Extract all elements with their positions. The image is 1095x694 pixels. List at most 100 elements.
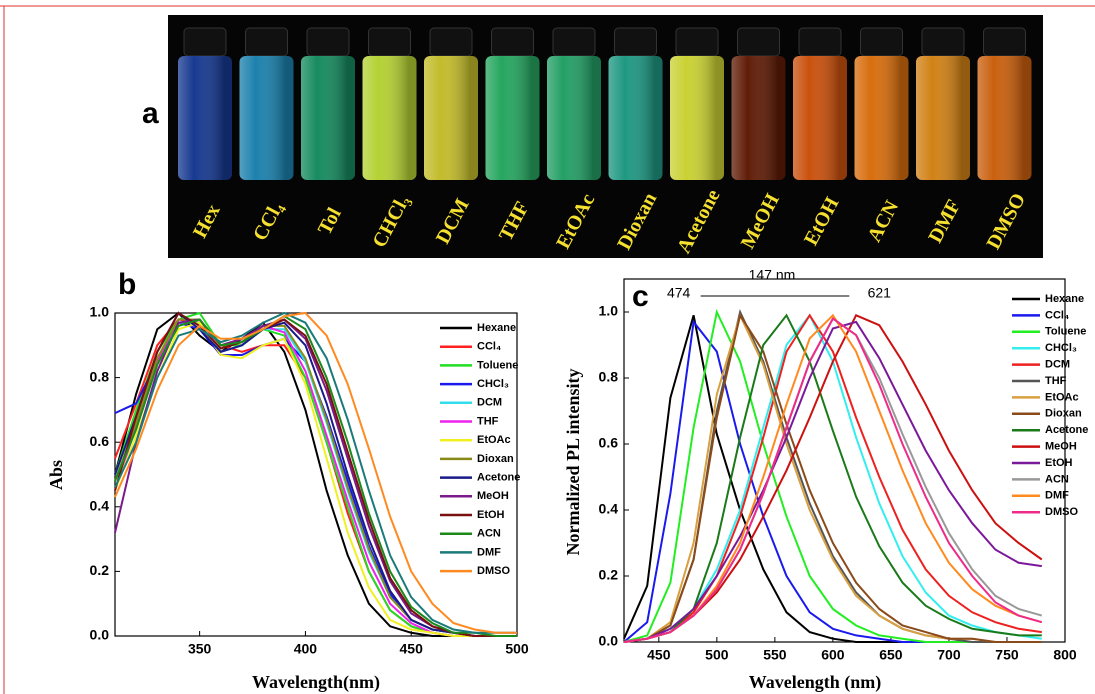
x-axis-title: Wavelength(nm): [252, 672, 380, 693]
x-tick-label: 400: [294, 641, 318, 657]
vial-glass: [793, 56, 847, 180]
vial-glass: [608, 56, 663, 180]
legend-label: ACN: [477, 528, 501, 540]
legend-label: EtOAc: [477, 434, 511, 446]
legend-label: MeOH: [477, 490, 509, 502]
y-tick-label: 0.6: [90, 433, 110, 449]
vial-cap: [675, 27, 719, 57]
y-tick-label: 0.0: [90, 627, 110, 643]
span-label: 147 nm: [749, 267, 796, 283]
legend-label: DCM: [1045, 359, 1070, 371]
legend-label: Dioxan: [1045, 408, 1082, 420]
x-tick-label: 600: [821, 647, 845, 663]
series-line: [623, 312, 1042, 643]
legend-label: Acetone: [477, 472, 520, 484]
vial-cap: [798, 27, 842, 57]
legend-label: CCl₄: [1045, 309, 1069, 321]
legend-label: DMSO: [477, 565, 510, 577]
vial-cap: [737, 27, 780, 57]
vial-cap: [614, 27, 657, 57]
vial-glass: [854, 56, 909, 180]
x-tick-label: 450: [647, 647, 671, 663]
panel-label: a: [142, 97, 159, 130]
vial-glass: [424, 56, 478, 180]
legend-label: Dioxan: [477, 453, 514, 465]
x-tick-label: 500: [505, 641, 529, 657]
legend-label: Toluene: [477, 359, 518, 371]
series-line: [114, 311, 517, 637]
legend-label: DMF: [477, 546, 501, 558]
peak-label: 621: [868, 285, 892, 301]
x-tick-label: 750: [995, 647, 1019, 663]
series-line: [114, 311, 517, 634]
legend-label: EtOAc: [1045, 391, 1079, 403]
vial-cap: [368, 27, 411, 57]
series-line: [114, 321, 517, 637]
vial-glass: [301, 56, 355, 180]
vial-cap: [245, 27, 288, 57]
peak-label: 474: [667, 285, 691, 301]
y-tick-label: 0.2: [90, 562, 110, 578]
vial-glass: [916, 56, 970, 180]
vial-glass: [977, 56, 1032, 180]
legend-label: DMF: [1045, 490, 1069, 502]
panel-label: c: [632, 280, 649, 313]
vial-glass: [178, 56, 232, 180]
x-axis-title: Wavelength (nm): [749, 672, 882, 693]
y-tick-label: 0.6: [599, 435, 619, 451]
photo: [168, 15, 1043, 258]
vial-glass: [547, 56, 601, 180]
vial-cap: [306, 27, 350, 57]
vial-cap: [552, 27, 596, 57]
legend-label: CHCl₃: [477, 378, 509, 390]
series-line: [114, 311, 517, 634]
x-tick-label: 800: [1053, 647, 1077, 663]
x-tick-label: 350: [188, 641, 212, 657]
y-tick-label: 0.8: [599, 369, 619, 385]
vial-cap: [860, 27, 903, 57]
y-tick-label: 1.0: [599, 303, 619, 319]
legend-label: THF: [1045, 375, 1067, 387]
series-line: [623, 320, 1042, 643]
vial-glass: [731, 56, 786, 180]
legend-label: Hexane: [477, 322, 516, 334]
x-tick-label: 550: [763, 647, 787, 663]
y-tick-label: 0.4: [90, 498, 110, 514]
x-tick-label: 650: [879, 647, 903, 663]
vial-cap: [491, 27, 534, 57]
y-tick-label: 1.0: [90, 304, 110, 320]
vial-cap: [429, 27, 473, 57]
legend-label: DCM: [477, 397, 502, 409]
legend-label: CCl₄: [477, 341, 501, 353]
legend-label: DMSO: [1045, 506, 1078, 518]
series-line: [114, 321, 517, 637]
legend-label: CHCl₃: [1045, 342, 1077, 354]
y-axis-title: Abs: [46, 460, 66, 490]
legend-label: MeOH: [1045, 441, 1077, 453]
legend-label: EtOH: [477, 509, 505, 521]
panel-label: b: [118, 268, 136, 301]
legend-label: ACN: [1045, 473, 1069, 485]
x-tick-label: 450: [400, 641, 424, 657]
x-tick-label: 700: [937, 647, 961, 663]
x-tick-label: 500: [705, 647, 729, 663]
vial-cap: [983, 27, 1026, 57]
vial-glass: [239, 56, 294, 180]
vial-glass: [670, 56, 724, 180]
y-axis-title: Normalized PL intensity: [563, 369, 583, 556]
vial-cap: [183, 27, 227, 57]
legend-label: EtOH: [1045, 457, 1073, 469]
series-line: [114, 315, 517, 637]
y-tick-label: 0.0: [599, 633, 619, 649]
legend-label: THF: [477, 415, 499, 427]
charts: 0.0 0.2 0.4 0.6 0.8 1.0 350 400 450 500 Hexane CCl₄…: [46, 267, 1088, 693]
legend-label: Acetone: [1045, 424, 1088, 436]
y-tick-label: 0.8: [90, 368, 110, 384]
series-line: [623, 313, 1042, 643]
vial-glass: [362, 56, 417, 180]
y-tick-label: 0.4: [599, 501, 619, 517]
vial-cap: [921, 27, 965, 57]
y-tick-label: 0.2: [599, 567, 619, 583]
legend-label: Hexane: [1045, 293, 1084, 305]
